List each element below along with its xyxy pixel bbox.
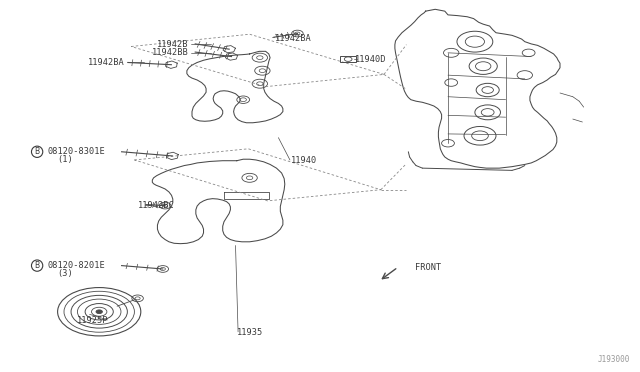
Text: B: B xyxy=(35,261,40,270)
Text: 11940D: 11940D xyxy=(355,55,387,64)
Text: (1): (1) xyxy=(58,155,74,164)
Text: 11925P: 11925P xyxy=(77,316,109,325)
Text: 11942BC: 11942BC xyxy=(138,201,174,210)
Text: 08120-8201E: 08120-8201E xyxy=(48,261,106,270)
Text: (3): (3) xyxy=(58,269,74,278)
Text: J193000: J193000 xyxy=(598,355,630,364)
Text: 08120-8301E: 08120-8301E xyxy=(48,147,106,156)
Text: 11940: 11940 xyxy=(291,156,317,165)
Text: 11942B: 11942B xyxy=(157,40,189,49)
Circle shape xyxy=(96,310,102,314)
Text: 11942BA: 11942BA xyxy=(88,58,125,67)
Text: FRONT: FRONT xyxy=(415,263,441,272)
Text: 11935: 11935 xyxy=(237,328,263,337)
Text: 11942BB: 11942BB xyxy=(152,48,189,57)
Text: B: B xyxy=(35,147,40,156)
Text: 11942BA: 11942BA xyxy=(275,34,312,43)
